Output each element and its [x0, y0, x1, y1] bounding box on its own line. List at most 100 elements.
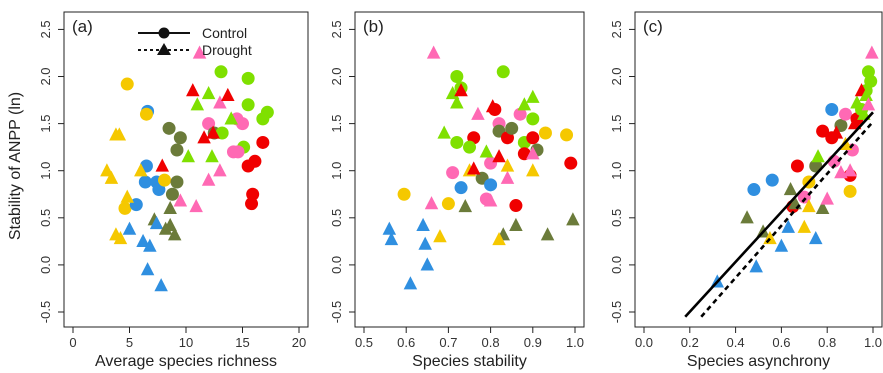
- control-point: [513, 107, 527, 121]
- control-point: [446, 166, 460, 180]
- drought-point: [113, 231, 128, 245]
- drought-point: [221, 87, 235, 101]
- drought-point: [740, 210, 754, 224]
- control-point: [496, 65, 510, 79]
- x-axis-label: Species asynchrony: [687, 353, 830, 370]
- drought-point: [500, 158, 515, 172]
- drought-point: [857, 106, 871, 120]
- y-tick-label: -0.5: [329, 301, 344, 323]
- control-point: [152, 183, 166, 197]
- y-tick-label: 2.0: [609, 67, 624, 85]
- control-point: [765, 173, 779, 187]
- drought-point: [163, 200, 177, 215]
- control-point: [139, 107, 153, 121]
- x-tick-label: 1.0: [566, 335, 584, 350]
- drought-point: [224, 111, 238, 125]
- legend: Control Drought: [138, 25, 252, 58]
- drought-point: [201, 172, 216, 186]
- y-tick-label: 2.5: [609, 20, 624, 38]
- y-axis-label: Stability of ANPP (ln): [7, 92, 24, 240]
- control-point: [864, 74, 878, 88]
- drought-point: [566, 212, 580, 226]
- drought-point: [802, 199, 816, 213]
- control-point: [120, 77, 134, 91]
- drought-point: [201, 85, 216, 100]
- drought-point: [526, 163, 540, 177]
- control-point: [162, 121, 176, 135]
- drought-point: [485, 99, 500, 113]
- x-tick-label: 0.7: [439, 335, 457, 350]
- x-tick-label: 20: [292, 335, 306, 350]
- legend-control-marker: [158, 27, 170, 39]
- y-tick-label: 0.0: [609, 256, 624, 274]
- drought-point: [865, 45, 879, 59]
- control-point: [797, 190, 811, 204]
- x-axis-label: Average species richness: [95, 353, 277, 370]
- y-tick-label: 1.0: [38, 162, 53, 180]
- panels: -0.5 0.0 0.5 1.0 1.5 2.0 2.5 0 5 10 15 20 Average sp…: [38, 11, 883, 370]
- plot-frame: [63, 11, 309, 328]
- drought-point: [197, 130, 211, 144]
- y-tick-label: 2.0: [329, 67, 344, 85]
- control-point: [170, 175, 184, 189]
- drought-point: [540, 227, 555, 241]
- control-point: [241, 71, 255, 85]
- x-tick-label: 15: [235, 335, 249, 350]
- y-tick-label: 1.5: [609, 115, 624, 133]
- drought-point: [471, 106, 485, 120]
- control-point: [538, 126, 552, 140]
- drought-point: [384, 231, 399, 246]
- panel-label: (b): [363, 17, 384, 36]
- drought-point: [458, 199, 473, 213]
- control-point: [790, 159, 804, 173]
- control-point: [173, 131, 187, 145]
- drought-point: [450, 95, 464, 109]
- plot-frame: [354, 11, 585, 328]
- drought-point: [492, 231, 506, 246]
- drought-point: [104, 170, 119, 184]
- drought-point: [189, 199, 203, 213]
- x-tick-label: 5: [126, 335, 133, 350]
- drought-point: [143, 238, 157, 252]
- drought-point: [749, 259, 763, 273]
- control-point: [118, 201, 132, 215]
- control-point: [246, 187, 260, 201]
- drought-point: [843, 163, 857, 177]
- control-point: [256, 112, 270, 126]
- panel-label: (a): [72, 17, 93, 36]
- y-tick-label: 0.0: [38, 256, 53, 274]
- panel-1: -0.5 0.0 0.5 1.0 1.5 2.0 2.5 0 5 10 15 20 Average sp…: [38, 11, 309, 370]
- drought-point: [509, 217, 523, 231]
- control-point: [509, 199, 523, 213]
- drought-point: [213, 163, 227, 177]
- x-tick-label: 0.2: [681, 335, 699, 350]
- y-tick-label: -0.5: [609, 301, 624, 323]
- control-point: [397, 187, 411, 201]
- x-tick-label: 1.0: [864, 335, 882, 350]
- y-tick-label: 1.5: [329, 115, 344, 133]
- drought-point: [829, 125, 844, 139]
- drought-point: [861, 97, 876, 111]
- y-tick-label: 2.5: [329, 20, 344, 38]
- x-tick-label: 0.9: [524, 335, 542, 350]
- drought-point: [418, 236, 432, 250]
- drought-point: [437, 125, 451, 139]
- y-tick-label: 0.5: [38, 209, 53, 227]
- drought-point: [811, 149, 825, 163]
- drought-point: [205, 149, 219, 163]
- drought-point: [155, 158, 170, 172]
- drought-point: [526, 146, 540, 160]
- plot-frame: [634, 11, 883, 328]
- drought-point: [492, 149, 506, 163]
- control-point: [256, 135, 270, 149]
- drought-point: [426, 45, 441, 59]
- y-tick-label: 2.0: [38, 67, 53, 85]
- drought-point: [820, 191, 834, 205]
- control-point: [463, 140, 476, 154]
- x-tick-label: 0.5: [355, 335, 373, 350]
- panel-2: -0.5 0.0 0.5 1.0 1.5 2.0 2.5 0.5 0.6 0.7 0.8 0.9 1.0…: [329, 11, 585, 370]
- control-point: [241, 98, 255, 112]
- y-tick-label: 1.5: [38, 115, 53, 133]
- drought-point: [797, 219, 812, 233]
